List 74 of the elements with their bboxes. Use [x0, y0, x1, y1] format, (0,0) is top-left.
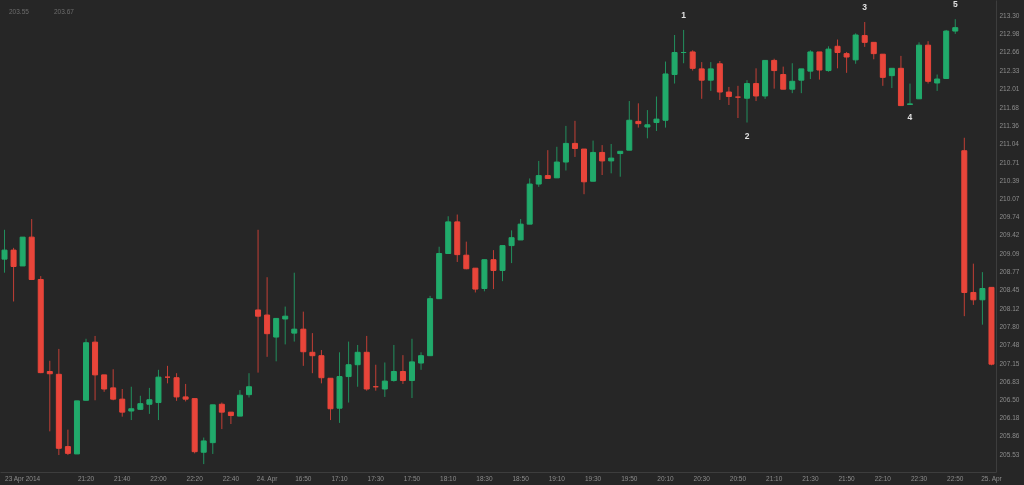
candlestick — [825, 45, 832, 73]
candlestick — [834, 39, 841, 69]
candlestick — [970, 263, 977, 306]
candlestick — [544, 149, 551, 179]
candlestick — [689, 49, 696, 72]
candlestick — [173, 372, 180, 402]
candlestick — [490, 249, 497, 290]
candlestick — [707, 61, 714, 92]
candlestick — [979, 271, 986, 326]
candlestick — [309, 332, 316, 374]
candlestick — [517, 218, 524, 241]
candlestick — [146, 387, 153, 415]
candlestick — [608, 143, 615, 174]
candlestick — [861, 21, 868, 48]
candlestick — [408, 338, 415, 399]
candlestick — [599, 144, 606, 176]
candlestick — [535, 160, 542, 188]
candlestick — [906, 83, 913, 105]
candlestick — [399, 354, 406, 385]
candlestick — [698, 61, 705, 100]
text: 1 — [681, 9, 686, 20]
candlestick — [807, 49, 814, 80]
candlestick — [671, 34, 678, 85]
candlestick — [888, 67, 895, 89]
candlestick — [110, 368, 117, 401]
text: 2 — [744, 130, 750, 141]
text: 3 — [862, 2, 868, 13]
candlestick — [753, 67, 760, 102]
candlestick — [553, 146, 560, 179]
candlestick — [463, 241, 470, 270]
candlestick — [10, 247, 17, 302]
candlestick — [508, 229, 515, 264]
candlestick — [300, 311, 307, 367]
candlestick — [816, 51, 823, 81]
candlestick — [879, 53, 886, 87]
text: 5 — [952, 0, 958, 10]
candlestick — [1, 229, 8, 274]
candlestick — [571, 120, 578, 158]
candlestick — [725, 86, 732, 106]
candlestick — [273, 317, 280, 362]
candlestick — [227, 411, 234, 425]
candlestick — [200, 437, 207, 465]
candlestick — [644, 109, 651, 139]
candlestick — [635, 102, 642, 129]
candlestick — [282, 306, 289, 345]
candlestick — [771, 58, 778, 90]
candlestick — [128, 386, 135, 421]
candlestick — [318, 349, 325, 384]
candlestick — [255, 229, 262, 374]
candlestick — [653, 96, 660, 132]
candlestick — [843, 51, 850, 74]
candlestick — [789, 62, 796, 94]
candlestick — [562, 125, 569, 172]
candlestick — [472, 267, 479, 293]
candlestick — [46, 360, 53, 432]
candlestick — [218, 402, 225, 430]
candlestick — [345, 341, 352, 404]
candlestick — [780, 66, 787, 90]
candlestick — [744, 79, 750, 124]
candlestick — [418, 351, 425, 371]
candlestick — [934, 74, 941, 92]
candlestick — [291, 272, 298, 343]
text: 4 — [907, 112, 913, 123]
candlestick — [390, 344, 397, 383]
candlestick — [119, 388, 126, 418]
candlestick — [236, 389, 243, 417]
candlestick — [381, 361, 388, 398]
candlestick — [354, 344, 361, 388]
candlestick — [264, 276, 271, 358]
candlestick — [64, 429, 71, 456]
candlestick — [798, 68, 805, 94]
candlestick — [734, 85, 741, 119]
candlestick — [617, 150, 624, 178]
candlestick — [246, 372, 252, 398]
